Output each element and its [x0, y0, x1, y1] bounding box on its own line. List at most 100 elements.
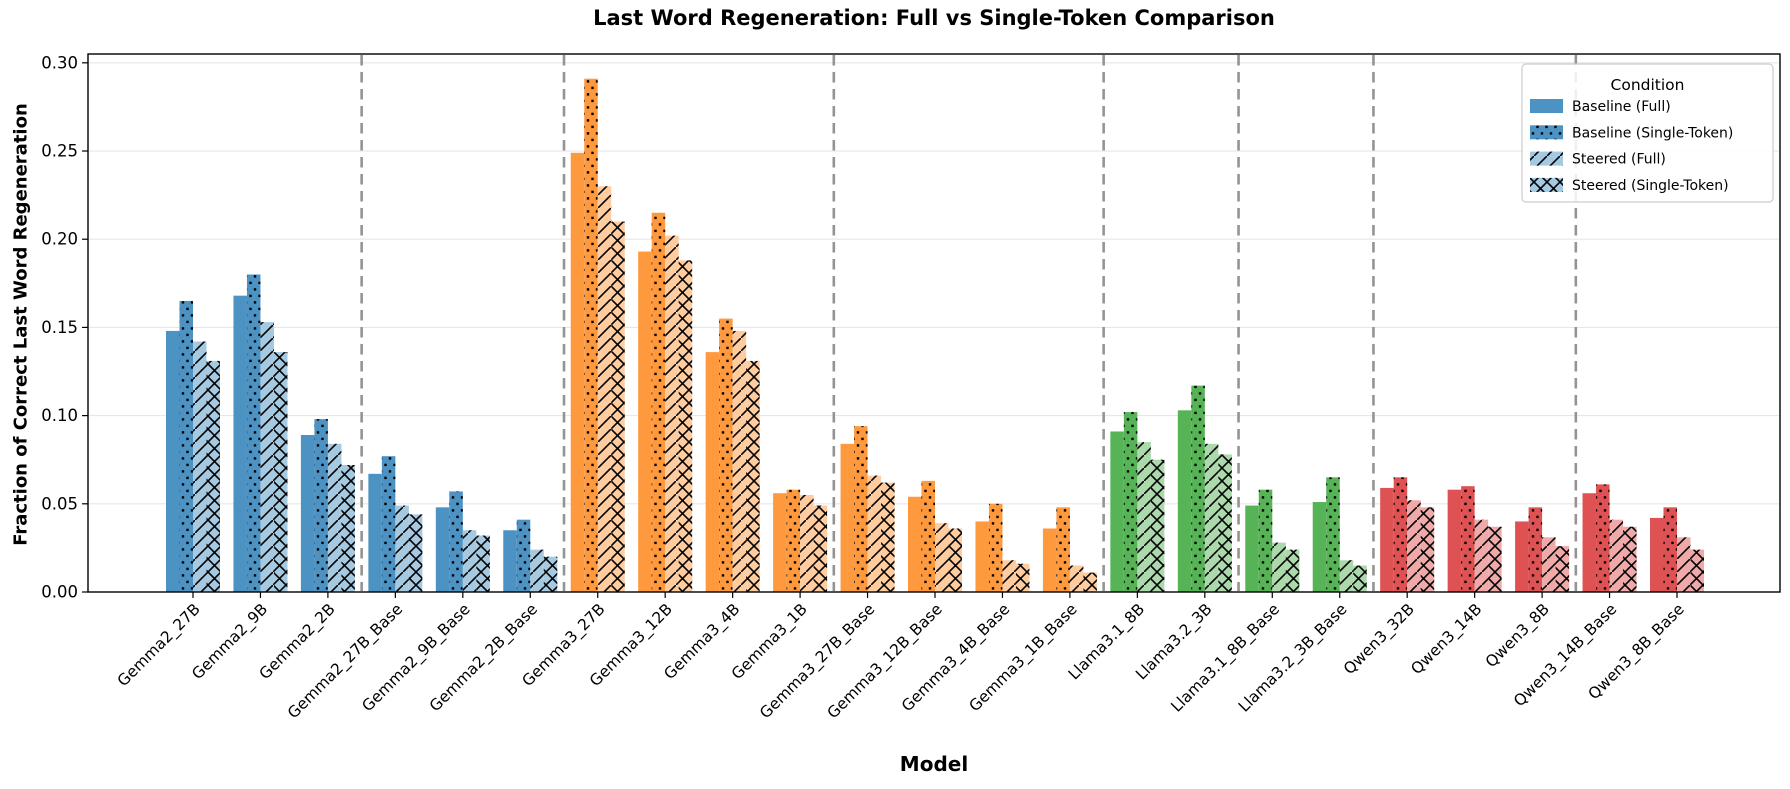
bar — [975, 521, 989, 592]
bar-hatch — [948, 528, 962, 592]
legend-box — [1521, 63, 1774, 203]
chart-title: Last Word Regeneration: Full vs Single-T… — [593, 6, 1275, 30]
legend-swatch-hatch — [1530, 151, 1563, 166]
bar-hatch — [1015, 563, 1030, 592]
bar-hatch — [584, 78, 598, 593]
bar-hatch — [341, 464, 355, 592]
bar-hatch — [179, 300, 193, 592]
bar-hatch — [1420, 507, 1435, 592]
bar-hatch — [543, 556, 558, 592]
bar-hatch — [1272, 542, 1286, 592]
bar — [233, 295, 247, 592]
bar-hatch — [813, 505, 828, 592]
bar-hatch — [449, 491, 463, 592]
bar — [435, 507, 450, 592]
bar — [300, 435, 315, 592]
legend-swatch-hatch — [1530, 125, 1563, 140]
bar-hatch — [1609, 519, 1624, 592]
bar-hatch — [678, 260, 693, 592]
legend-swatch — [1530, 99, 1563, 113]
y-tick-label: 0.25 — [41, 142, 78, 161]
y-tick-label: 0.05 — [41, 494, 78, 513]
bar-hatch — [1596, 484, 1610, 592]
bar — [1447, 489, 1462, 592]
bar — [705, 352, 720, 592]
x-tick-label: Qwen3_8B — [1482, 600, 1554, 672]
bar — [840, 443, 855, 592]
bar-hatch — [854, 426, 868, 592]
bar-hatch — [1191, 385, 1205, 592]
legend-swatch-hatch — [1530, 177, 1563, 192]
legend-title: Condition — [1611, 76, 1685, 94]
bar-hatch — [867, 475, 882, 592]
bar-hatch — [1488, 526, 1502, 592]
x-axis-label: Model — [899, 752, 969, 776]
bar-hatch — [1663, 507, 1677, 592]
bar — [638, 251, 652, 592]
bar-hatch — [314, 419, 328, 592]
legend-label: Steered (Full) — [1572, 152, 1666, 168]
bar-hatch — [1677, 537, 1691, 592]
bar-hatch — [597, 186, 612, 592]
bar — [1042, 528, 1057, 592]
bar-hatch — [1542, 537, 1556, 592]
bar-hatch — [260, 322, 274, 592]
bar-hatch — [746, 360, 760, 592]
bar — [368, 473, 382, 592]
legend-label: Baseline (Full) — [1572, 99, 1671, 115]
bar-hatch — [1326, 477, 1340, 592]
bar-hatch — [1069, 565, 1084, 592]
bar-hatch — [1393, 477, 1408, 592]
bar — [1380, 487, 1394, 592]
y-tick-label: 0.20 — [41, 230, 78, 249]
bar — [1177, 410, 1192, 592]
x-tick-label: Gemma2_27B — [114, 600, 205, 691]
bar-hatch — [786, 489, 801, 592]
bar — [1245, 505, 1259, 592]
bar — [773, 493, 787, 592]
bar-hatch — [381, 456, 396, 592]
bar-hatch — [273, 352, 288, 592]
bar — [570, 152, 585, 592]
bar-hatch — [327, 443, 342, 592]
bar-hatch — [1083, 572, 1097, 592]
plot-frame — [87, 53, 1781, 593]
bar — [503, 530, 517, 592]
bar-hatch — [1339, 560, 1354, 592]
bar-hatch — [1690, 549, 1704, 592]
bar-hatch — [395, 505, 409, 592]
bar-hatch — [246, 274, 261, 592]
bar-hatch — [1056, 507, 1070, 592]
bar-hatch — [881, 482, 895, 592]
bar-hatch — [1150, 459, 1165, 592]
bar — [166, 330, 180, 592]
bar-hatch — [732, 330, 747, 592]
bar-hatch — [206, 360, 220, 592]
bar-hatch — [800, 494, 814, 592]
bar-hatch — [651, 212, 666, 593]
legend-label: Steered (Single-Token) — [1572, 178, 1729, 194]
bar-hatch — [1218, 454, 1232, 592]
y-tick-label: 0.30 — [41, 53, 78, 72]
bar-hatch — [1204, 443, 1219, 592]
bar-hatch — [516, 519, 531, 592]
bar — [1110, 431, 1124, 592]
bar-hatch — [530, 549, 544, 592]
bar — [1312, 502, 1327, 592]
bar-hatch — [665, 235, 679, 592]
bar-hatch — [1123, 412, 1138, 592]
bar — [908, 496, 922, 592]
bar-hatch — [921, 480, 935, 592]
bar-hatch — [1528, 507, 1543, 592]
y-tick-label: 0.10 — [41, 406, 78, 425]
y-tick-label: 0.00 — [41, 583, 78, 602]
bar-hatch — [193, 341, 207, 592]
bar — [1515, 521, 1529, 592]
x-tick-label: Qwen3_32B — [1340, 600, 1419, 679]
bar-hatch — [1555, 546, 1570, 592]
y-tick-label: 0.15 — [41, 318, 78, 337]
bar-hatch — [719, 318, 733, 592]
x-tick-label: Gemma3_12B_Base — [824, 600, 947, 723]
